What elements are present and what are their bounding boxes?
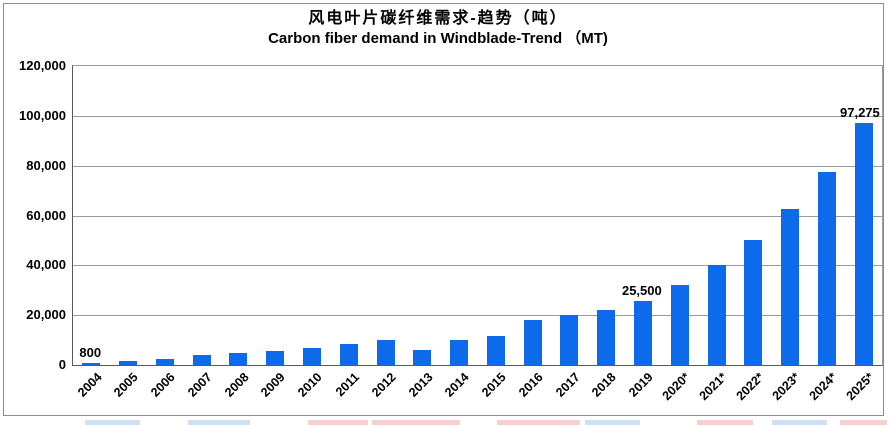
gridline: [73, 215, 882, 217]
strip-segment: [188, 420, 250, 425]
bar-2014: [450, 340, 469, 365]
bottom-strip: [0, 420, 889, 425]
bar-2015: [486, 336, 505, 365]
y-axis-tick-label: 20,000: [26, 307, 66, 323]
chart-title-zh: 风电叶片碳纤维需求-趋势（吨）: [308, 10, 568, 27]
strip-segment: [85, 420, 140, 425]
data-label-2004: 800: [79, 345, 102, 360]
bar-2004: [82, 363, 101, 365]
gridline: [73, 315, 882, 317]
gridline: [73, 165, 882, 167]
y-axis-tick-label: 60,000: [26, 207, 66, 223]
bar-2025*: [854, 123, 873, 365]
bar-2005: [119, 361, 138, 365]
bar-2022*: [744, 240, 763, 365]
strip-segment: [697, 420, 753, 425]
data-label-2019: 25,500: [621, 283, 662, 299]
y-axis-tick-label: 0: [58, 357, 66, 372]
bar-2020*: [670, 285, 689, 365]
y-axis-tick-label: 80,000: [26, 157, 66, 173]
bar-2023*: [781, 209, 800, 365]
data-label-2025*: 97,275: [840, 104, 880, 120]
bar-2024*: [817, 172, 836, 365]
bar-2017: [560, 315, 579, 365]
bar-2021*: [707, 265, 726, 365]
strip-segment: [372, 420, 460, 425]
bar-2007: [192, 355, 211, 365]
y-axis-tick-label: 120,000: [19, 58, 66, 73]
strip-segment: [840, 420, 887, 425]
strip-segment: [497, 420, 580, 425]
plot-area: [72, 65, 883, 366]
gridline: [73, 265, 882, 267]
bar-2016: [523, 320, 542, 365]
bar-2008: [229, 353, 248, 365]
strip-segment: [585, 420, 640, 425]
bar-2012: [376, 340, 395, 365]
bar-2013: [413, 350, 432, 365]
gridline: [73, 115, 882, 117]
chart-title-block: 风电叶片碳纤维需求-趋势（吨） Carbon fiber demand in W…: [0, 9, 876, 49]
y-axis-tick-label: 40,000: [26, 257, 66, 273]
strip-segment: [772, 420, 827, 425]
bar-2006: [155, 359, 174, 365]
y-axis-tick-label: 100,000: [19, 107, 66, 123]
bar-2011: [339, 344, 358, 365]
bar-2010: [303, 348, 322, 365]
strip-segment: [308, 420, 368, 425]
bar-2009: [266, 351, 285, 365]
bar-2018: [597, 310, 616, 365]
bar-2019: [633, 301, 652, 365]
chart-title-en: Carbon fiber demand in Windblade-Trend （…: [268, 30, 608, 47]
